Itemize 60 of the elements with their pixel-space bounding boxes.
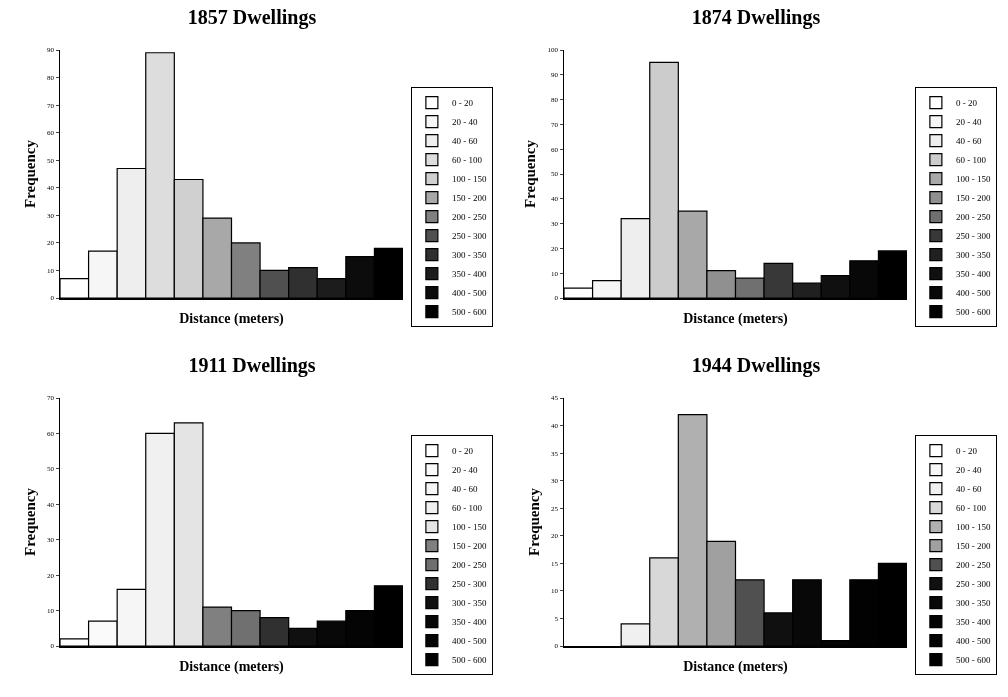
legend-label: 20 - 40: [955, 117, 982, 128]
y-axis-title: Frequency: [21, 487, 38, 557]
legend-label: 60 - 100: [955, 503, 987, 514]
legend-label: 400 - 500: [451, 288, 487, 299]
legend-label: 150 - 200: [955, 193, 991, 204]
legend-label: 200 - 250: [955, 560, 991, 571]
legend-label: 250 - 300: [451, 231, 487, 242]
legend-label: 150 - 200: [451, 193, 487, 204]
x-axis-title: Distance (meters): [683, 658, 789, 675]
legend-label: 40 - 60: [955, 484, 982, 495]
x-axis-title: Distance (meters): [683, 310, 789, 327]
legend-label: 200 - 250: [955, 212, 991, 223]
legend-label: 400 - 500: [955, 636, 991, 647]
chart-title: 1874 Dwellings: [691, 6, 821, 30]
legend-label: 20 - 40: [451, 117, 478, 128]
legend-label: 40 - 60: [955, 136, 982, 147]
legend-label: 500 - 600: [955, 307, 991, 318]
legend-label: 400 - 500: [955, 288, 991, 299]
chart-title: 1911 Dwellings: [188, 354, 316, 378]
legend-label: 60 - 100: [451, 503, 483, 514]
legend-label: 0 - 20: [451, 98, 474, 109]
x-axis-title: Distance (meters): [179, 310, 285, 327]
legend-label: 20 - 40: [955, 465, 982, 476]
legend-label: 300 - 350: [955, 250, 991, 261]
legend-label: 350 - 400: [955, 269, 991, 280]
legend-label: 100 - 150: [955, 522, 991, 533]
y-axis-title: Frequency: [21, 139, 38, 209]
legend-label: 200 - 250: [451, 212, 487, 223]
legend-label: 500 - 600: [451, 655, 487, 666]
legend-label: 250 - 300: [955, 579, 991, 590]
legend-label: 150 - 200: [955, 541, 991, 552]
x-axis-title: Distance (meters): [179, 658, 285, 675]
legend-label: 100 - 150: [955, 174, 991, 185]
legend-label: 0 - 20: [955, 446, 978, 457]
legend-label: 350 - 400: [451, 269, 487, 280]
legend-label: 60 - 100: [451, 155, 483, 166]
legend-label: 500 - 600: [451, 307, 487, 318]
legend-label: 40 - 60: [451, 136, 478, 147]
legend-label: 250 - 300: [955, 231, 991, 242]
legend-label: 150 - 200: [451, 541, 487, 552]
legend-label: 350 - 400: [955, 617, 991, 628]
legend-label: 40 - 60: [451, 484, 478, 495]
legend-label: 200 - 250: [451, 560, 487, 571]
legend-label: 60 - 100: [955, 155, 987, 166]
legend-label: 400 - 500: [451, 636, 487, 647]
chart-title: 1857 Dwellings: [187, 6, 317, 30]
chart-title: 1944 Dwellings: [691, 354, 821, 378]
legend-label: 100 - 150: [451, 174, 487, 185]
legend-label: 20 - 40: [451, 465, 478, 476]
y-axis-title: Frequency: [522, 139, 539, 209]
legend-label: 300 - 350: [955, 598, 991, 609]
legend-label: 0 - 20: [451, 446, 474, 457]
legend-label: 250 - 300: [451, 579, 487, 590]
legend-label: 0 - 20: [955, 98, 978, 109]
y-axis-title: Frequency: [525, 487, 542, 557]
legend-label: 350 - 400: [451, 617, 487, 628]
legend-label: 500 - 600: [955, 655, 991, 666]
legend-label: 100 - 150: [451, 522, 487, 533]
legend-label: 300 - 350: [451, 250, 487, 261]
legend-label: 300 - 350: [451, 598, 487, 609]
